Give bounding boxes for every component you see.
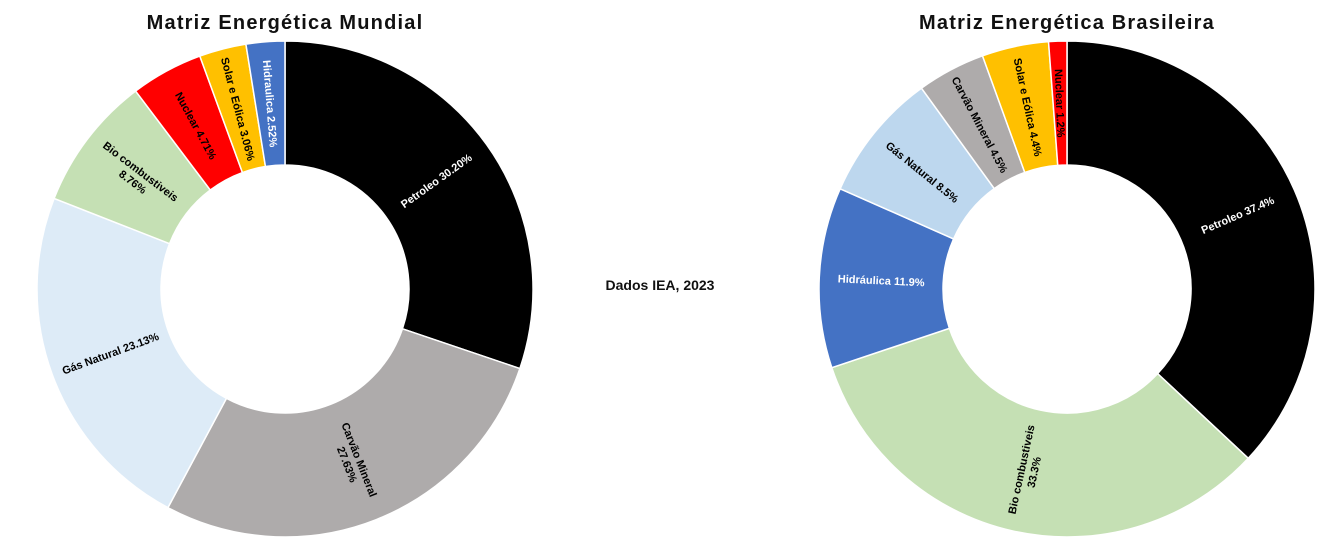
slice-hidraulica [245, 40, 286, 168]
slice-carvao-mineral [166, 327, 521, 538]
world-energy-chart: Petroleo 30.20%Carvão Mineral27.63%Gás N… [36, 12, 534, 538]
slice-petroleo [1066, 40, 1316, 460]
chart-title-brazil: Matriz Energética Brasileira [919, 12, 1215, 34]
slice-label-hidraulica: Hidráulica 11.9% [838, 273, 926, 289]
slice-gas-natural [36, 197, 228, 509]
slice-bio-combustiveis [830, 327, 1250, 538]
data-source-note: Dados IEA, 2023 [605, 277, 715, 293]
brazil-energy-chart: Petroleo 37.4%Bio combustiveis33.3%Hidrá… [818, 12, 1316, 538]
chart-title-world: Matriz Energética Mundial [147, 12, 424, 34]
slice-nuclear [1047, 40, 1068, 167]
slice-petroleo [284, 40, 534, 370]
slice-label-nuclear: Nuclear 1.2% [1052, 69, 1067, 138]
